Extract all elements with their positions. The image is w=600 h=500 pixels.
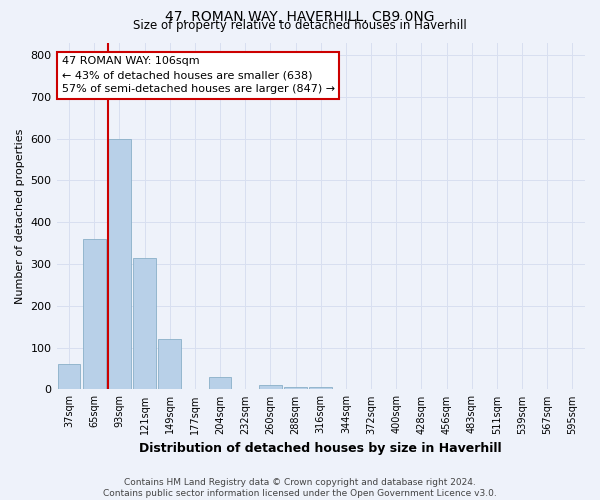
Bar <box>209 377 232 390</box>
Bar <box>284 388 307 390</box>
Text: 47 ROMAN WAY: 106sqm
← 43% of detached houses are smaller (638)
57% of semi-deta: 47 ROMAN WAY: 106sqm ← 43% of detached h… <box>62 56 335 94</box>
Bar <box>83 239 106 390</box>
Text: Contains HM Land Registry data © Crown copyright and database right 2024.
Contai: Contains HM Land Registry data © Crown c… <box>103 478 497 498</box>
Bar <box>133 258 156 390</box>
Bar <box>108 138 131 390</box>
Bar <box>310 388 332 390</box>
Bar <box>158 340 181 390</box>
X-axis label: Distribution of detached houses by size in Haverhill: Distribution of detached houses by size … <box>139 442 502 455</box>
Text: 47, ROMAN WAY, HAVERHILL, CB9 0NG: 47, ROMAN WAY, HAVERHILL, CB9 0NG <box>165 10 435 24</box>
Bar <box>259 386 282 390</box>
Bar <box>58 364 80 390</box>
Text: Size of property relative to detached houses in Haverhill: Size of property relative to detached ho… <box>133 19 467 32</box>
Y-axis label: Number of detached properties: Number of detached properties <box>15 128 25 304</box>
